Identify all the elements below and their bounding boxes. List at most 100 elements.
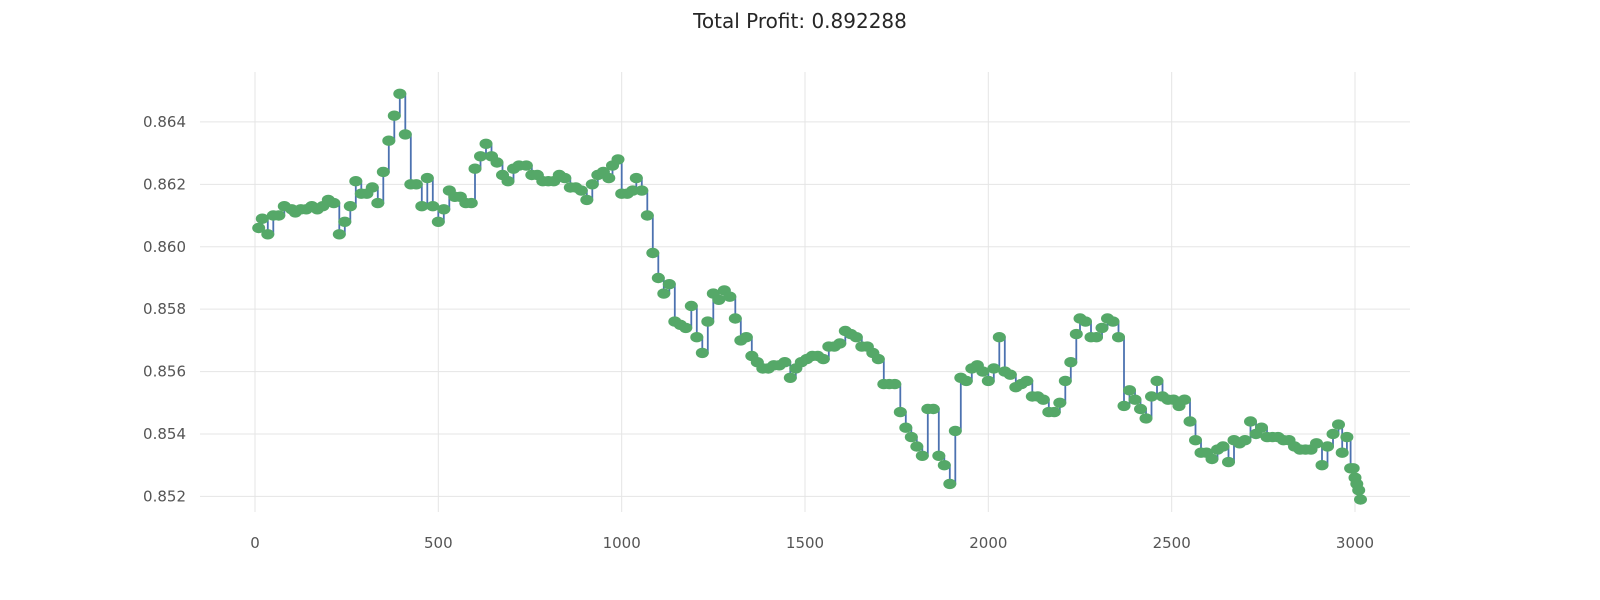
data-point xyxy=(272,210,286,221)
data-point xyxy=(415,201,429,212)
data-point xyxy=(1321,441,1334,452)
data-point xyxy=(1150,375,1164,387)
data-point xyxy=(338,216,352,227)
data-point xyxy=(1079,316,1092,327)
data-point xyxy=(1123,385,1136,396)
data-point xyxy=(343,201,357,212)
data-point xyxy=(833,338,847,349)
data-point xyxy=(943,478,957,490)
data-point xyxy=(739,332,753,343)
data-point xyxy=(261,229,275,240)
data-point xyxy=(1222,456,1235,468)
grid xyxy=(200,72,1410,512)
data-point xyxy=(1036,394,1050,405)
data-point xyxy=(602,172,616,184)
x-tick-label-3: 1500 xyxy=(786,534,824,552)
data-point xyxy=(657,288,671,299)
data-point xyxy=(1069,328,1083,340)
data-point xyxy=(684,300,698,312)
data-point xyxy=(640,210,654,221)
data-point xyxy=(679,322,693,334)
data-point xyxy=(1058,375,1072,387)
data-point xyxy=(255,213,269,224)
data-point xyxy=(468,163,482,174)
data-point xyxy=(252,222,266,234)
data-point xyxy=(479,138,493,149)
data-point xyxy=(1352,485,1366,496)
data-point xyxy=(376,166,390,178)
data-point xyxy=(580,194,594,206)
data-point xyxy=(629,172,643,184)
data-point xyxy=(1326,428,1340,440)
data-point xyxy=(1112,332,1125,343)
data-point xyxy=(464,197,478,209)
data-point xyxy=(690,332,704,343)
data-point xyxy=(701,316,715,327)
data-point xyxy=(1335,447,1349,458)
data-point xyxy=(712,294,726,305)
data-point xyxy=(987,363,1001,374)
data-point xyxy=(723,291,737,302)
data-point xyxy=(611,154,625,165)
data-point xyxy=(558,172,572,184)
data-point xyxy=(1315,460,1329,471)
data-point xyxy=(387,110,401,121)
series-markers xyxy=(252,88,1367,505)
data-point xyxy=(1145,391,1158,402)
data-point xyxy=(816,353,830,365)
data-point xyxy=(1003,369,1017,380)
data-point xyxy=(409,179,423,190)
data-point xyxy=(474,151,487,162)
data-point xyxy=(992,332,1006,343)
data-point xyxy=(585,179,599,190)
data-point xyxy=(371,197,385,209)
data-point xyxy=(635,185,649,196)
data-point xyxy=(1117,400,1131,412)
x-tick-label-0: 0 xyxy=(250,534,260,552)
data-point xyxy=(910,441,924,452)
data-point xyxy=(1346,463,1360,474)
x-tick-label-1: 500 xyxy=(424,534,453,552)
data-point xyxy=(728,313,742,324)
data-point xyxy=(1255,422,1268,433)
data-point xyxy=(1340,431,1354,443)
data-point xyxy=(349,176,363,187)
data-point xyxy=(1020,375,1034,387)
data-point xyxy=(365,182,379,193)
data-point xyxy=(646,247,660,259)
y-tick-label-1: 0.854 xyxy=(143,425,186,443)
y-tick-label-4: 0.860 xyxy=(143,238,186,256)
y-tick-label-5: 0.862 xyxy=(143,175,186,193)
data-point xyxy=(1139,413,1153,424)
data-point xyxy=(1205,453,1219,465)
data-point xyxy=(981,375,995,387)
data-point xyxy=(871,353,885,365)
data-point xyxy=(1310,438,1323,449)
data-point xyxy=(1183,416,1197,427)
x-tick-label-4: 2000 xyxy=(969,534,1007,552)
data-point xyxy=(1189,435,1202,446)
x-tick-label-2: 1000 xyxy=(603,534,641,552)
data-point xyxy=(1064,357,1078,368)
data-point xyxy=(778,357,792,368)
data-point xyxy=(393,88,407,100)
data-point xyxy=(398,129,412,140)
data-point xyxy=(420,172,434,184)
y-axis: 0.852 0.854 0.856 0.858 0.860 0.862 0.864 xyxy=(143,113,186,505)
data-point xyxy=(1047,406,1061,418)
data-point xyxy=(888,378,902,390)
data-point xyxy=(1216,441,1230,452)
data-point xyxy=(431,216,445,227)
data-point xyxy=(426,201,440,212)
data-point xyxy=(501,176,515,187)
data-point xyxy=(783,372,797,383)
data-point xyxy=(904,431,918,443)
x-tick-label-6: 3000 xyxy=(1336,534,1374,552)
data-point xyxy=(490,157,504,168)
data-point xyxy=(437,204,451,215)
data-point xyxy=(574,185,588,196)
x-tick-label-5: 2500 xyxy=(1153,534,1191,552)
data-point xyxy=(915,450,929,461)
